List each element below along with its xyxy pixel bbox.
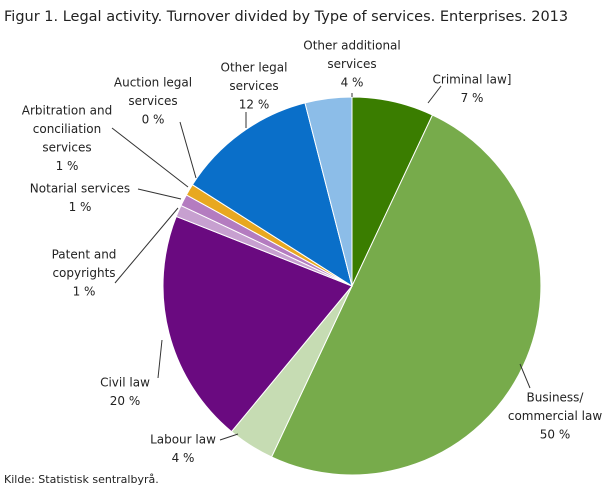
value-label: 1 % [69,200,92,214]
slice-label: Notarial services [30,182,130,196]
value-label: 12 % [239,98,270,112]
value-label: 50 % [540,428,571,442]
value-label: 4 % [172,451,195,465]
slice-label: copyrights [52,266,115,280]
slice-label: services [327,57,376,71]
pie-slice [162,215,353,433]
source: Kilde: Statistisk sentralbyrå. [4,473,159,486]
pie-slice [270,114,542,476]
slice-label: Labour law [150,433,216,447]
slice-label: commercial law [508,409,602,423]
value-label: 20 % [110,394,141,408]
leader-line [114,207,179,284]
leader-line [219,433,239,441]
slice-label: services [42,141,91,155]
pie-slice [191,102,353,288]
slice-label: Arbitration and [22,104,112,118]
slice-label: Other legal [221,61,288,75]
slice-label: conciliation [33,122,101,136]
slice-label: Other additional [303,39,400,53]
value-label: 4 % [341,76,364,90]
leader-line [137,188,182,200]
slice-label: Auction legal [114,76,192,90]
slice-label: services [128,94,177,108]
slice-label: Business/ [527,391,585,405]
chart-title: Figur 1. Legal activity. Turnover divide… [4,9,568,25]
slice-label: Patent and [52,248,117,262]
slice-label: Civil law [100,376,150,390]
leader-line [519,363,531,389]
leader-line [179,121,197,179]
value-label: 1 % [73,285,96,299]
leader-line [427,85,442,104]
value-label: 0 % [142,113,165,127]
slice-label: Criminal law] [433,73,512,87]
value-label: 1 % [56,159,79,173]
leader-line [157,339,163,379]
leader-line [111,127,189,188]
slice-label: services [229,79,278,93]
value-label: 7 % [461,91,484,105]
